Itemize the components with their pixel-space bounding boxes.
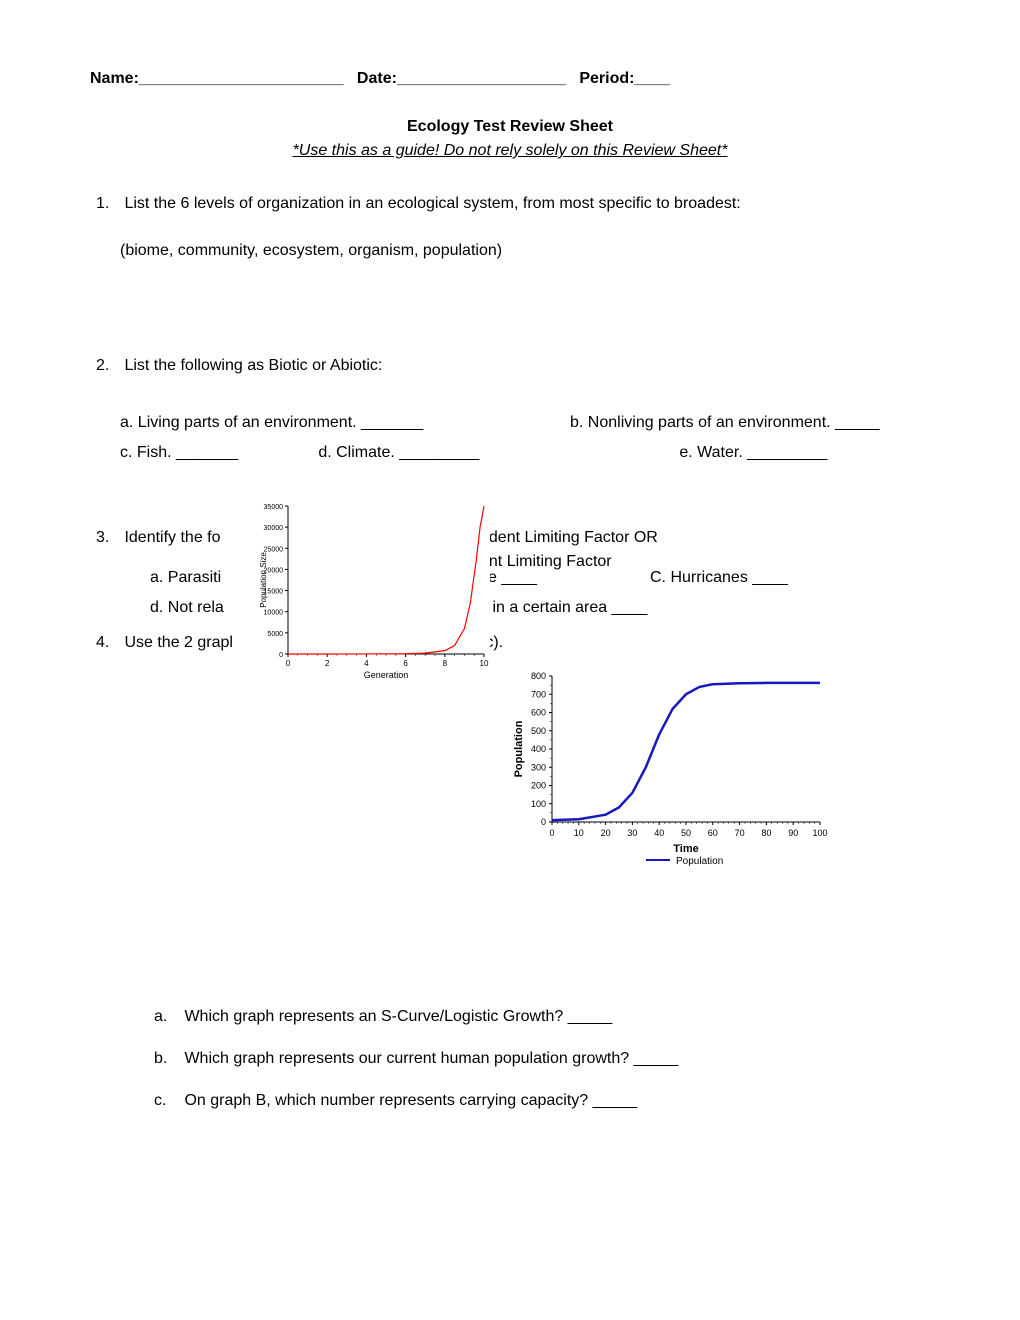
svg-text:30: 30 [627, 828, 637, 838]
svg-text:80: 80 [761, 828, 771, 838]
header-line: Name: _______________________ Date: ____… [90, 70, 930, 88]
q2c-letter: c. [120, 444, 132, 461]
page-title: Ecology Test Review Sheet [90, 118, 930, 136]
q3d-letter: d. [150, 599, 163, 616]
svg-text:700: 700 [531, 689, 546, 699]
q2a-text: Living parts of an environment. _______ [138, 414, 424, 431]
q4c-text: On graph B, which number represents carr… [184, 1092, 637, 1109]
q3d2-text: s in a certain area ____ [480, 599, 647, 616]
svg-text:8: 8 [443, 659, 448, 668]
svg-text:Population: Population [513, 720, 525, 777]
chart-logistic: 0 100 200 300 400 500 600 700 800 0 10 20 30 40 50 60 70… [510, 670, 830, 870]
q2b-letter: b. [570, 414, 583, 431]
svg-text:10: 10 [480, 659, 489, 668]
q2-text: List the following as Biotic or Abiotic: [124, 357, 382, 374]
svg-text:0: 0 [279, 652, 283, 659]
q2a-letter: a. [120, 414, 133, 431]
svg-text:0: 0 [541, 817, 546, 827]
q3d-text: Not rela [168, 599, 224, 616]
q2e-text: Water. _________ [697, 444, 827, 461]
svg-text:300: 300 [531, 762, 546, 772]
q3-frag2: ent Limiting Factor [480, 548, 612, 577]
q4a-letter: a. [154, 1008, 180, 1026]
q3-text-pre: Identify the fo [124, 529, 220, 546]
date-blank: ___________________ [397, 70, 566, 88]
svg-text:10: 10 [574, 828, 584, 838]
chart2-svg: 0 100 200 300 400 500 600 700 800 0 10 20 30 40 50 60 70… [510, 670, 830, 870]
svg-text:500: 500 [531, 726, 546, 736]
svg-text:800: 800 [531, 671, 546, 681]
q2b-text: Nonliving parts of an environment. _____ [588, 414, 880, 431]
svg-text:0: 0 [286, 659, 291, 668]
q3c-letter: C. [650, 569, 666, 586]
svg-text:6: 6 [403, 659, 408, 668]
date-label: Date: [357, 70, 397, 88]
svg-text:2: 2 [325, 659, 330, 668]
svg-text:100: 100 [812, 828, 827, 838]
svg-text:40: 40 [654, 828, 664, 838]
q2-number: 2. [96, 352, 120, 381]
name-blank: _______________________ [139, 70, 344, 88]
q2d-text: Climate. _________ [336, 444, 479, 461]
svg-text:Time: Time [673, 843, 698, 855]
svg-text:35000: 35000 [264, 504, 284, 511]
q4b-text: Which graph represents our current human… [184, 1050, 678, 1067]
question-3: 3. Identify the fo ndent Limiting Factor… [120, 524, 930, 553]
svg-text:0: 0 [549, 828, 554, 838]
q2e-letter: e. [679, 444, 692, 461]
svg-text:5000: 5000 [267, 631, 283, 638]
svg-text:400: 400 [531, 744, 546, 754]
page-subtitle: *Use this as a guide! Do not rely solely… [90, 142, 930, 160]
q2-row-ab: a. Living parts of an environment. _____… [120, 414, 930, 432]
svg-text:Population Size: Population Size [260, 552, 268, 608]
q2d-letter: d. [318, 444, 331, 461]
svg-text:200: 200 [531, 781, 546, 791]
q4-number: 4. [96, 629, 120, 658]
svg-text:30000: 30000 [264, 525, 284, 532]
q4-text: Use the 2 grapl [124, 634, 233, 651]
q4b-letter: b. [154, 1050, 180, 1068]
q4-subquestions: a. Which graph represents an S-Curve/Log… [180, 1008, 930, 1110]
svg-text:600: 600 [531, 708, 546, 718]
svg-text:20: 20 [601, 828, 611, 838]
svg-text:70: 70 [735, 828, 745, 838]
q4c-letter: c. [154, 1092, 180, 1110]
period-label: Period: [579, 70, 634, 88]
question-2: 2. List the following as Biotic or Abiot… [120, 352, 930, 381]
q1-text: List the 6 levels of organization in an … [124, 195, 740, 212]
svg-text:90: 90 [788, 828, 798, 838]
q3c-text: Hurricanes ____ [670, 569, 787, 586]
svg-text:60: 60 [708, 828, 718, 838]
q3-number: 3. [96, 524, 120, 553]
question-4: 4. Use the 2 grapl -c). [120, 629, 930, 658]
chart1-svg: 0500010000150002000025000300003500002468… [260, 500, 490, 680]
svg-text:Population: Population [676, 856, 723, 867]
q1-number: 1. [96, 190, 120, 219]
svg-text:50: 50 [681, 828, 691, 838]
q2c-text: Fish. _______ [137, 444, 238, 461]
q3a-letter: a. [150, 569, 163, 586]
svg-text:100: 100 [531, 799, 546, 809]
question-1: 1. List the 6 levels of organization in … [120, 190, 930, 266]
svg-text:Generation: Generation [364, 670, 409, 680]
svg-text:4: 4 [364, 659, 369, 668]
period-blank: ____ [634, 70, 670, 88]
svg-text:10000: 10000 [264, 610, 284, 617]
chart-exponential: 0500010000150002000025000300003500002468… [260, 500, 490, 680]
q2-row-cde: c. Fish. _______ d. Climate. _________ e… [120, 444, 930, 462]
q3a-text: Parasiti [168, 569, 221, 586]
name-label: Name: [90, 70, 139, 88]
q1-hint: (biome, community, ecosystem, organism, … [120, 242, 502, 259]
q4a-text: Which graph represents an S-Curve/Logist… [184, 1008, 612, 1025]
